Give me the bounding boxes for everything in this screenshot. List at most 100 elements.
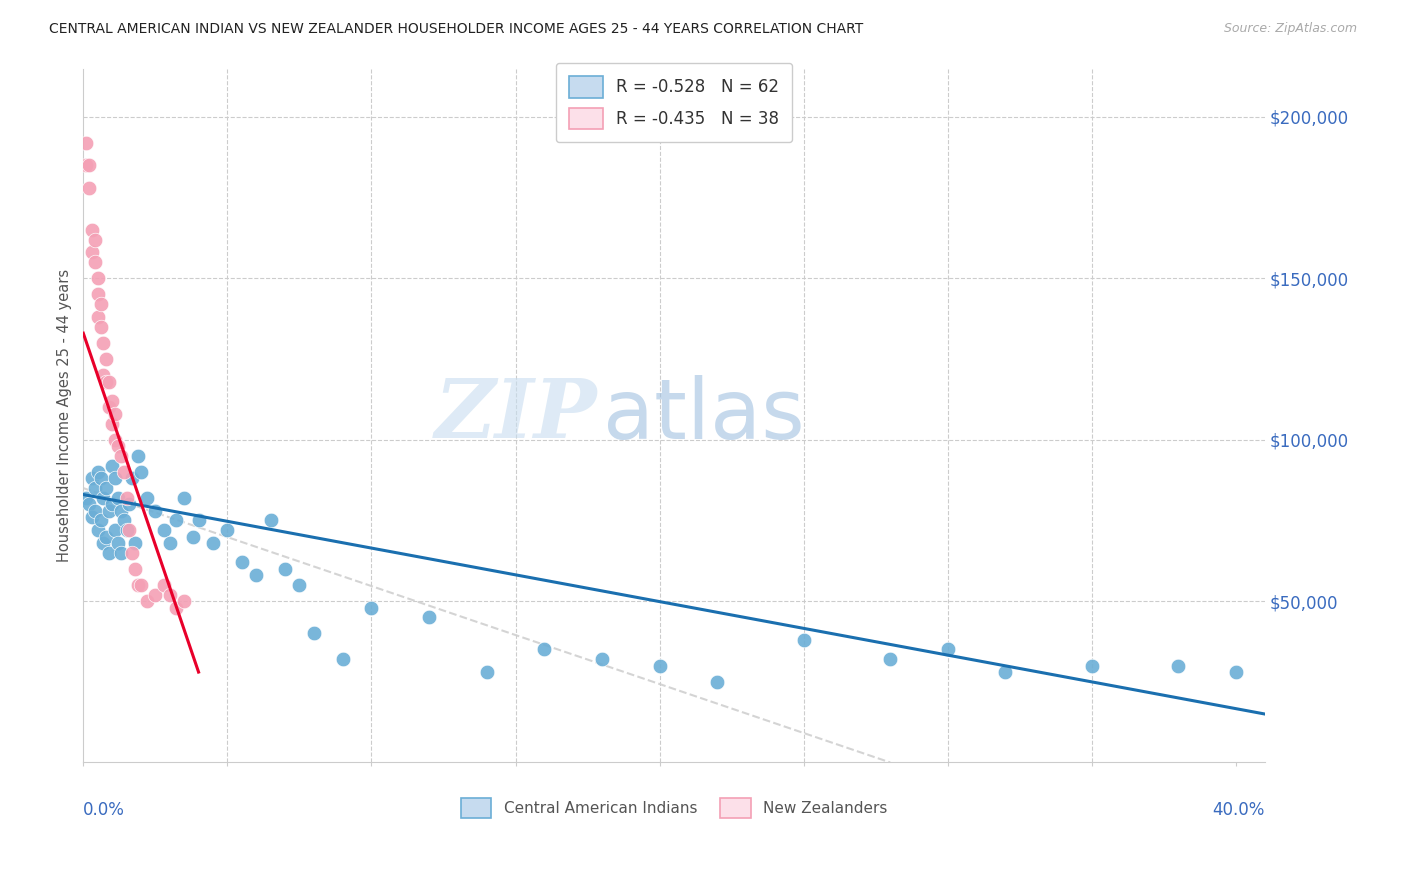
Point (93, 491, 115, 505)
Text: CENTRAL AMERICAN INDIAN VS NEW ZEALANDER HOUSEHOLDER INCOME AGES 25 - 44 YEARS C: CENTRAL AMERICAN INDIAN VS NEW ZEALANDER… (49, 22, 863, 37)
Point (121, 546, 143, 560)
Point (124, 536, 146, 550)
Point (93, 368, 115, 383)
Point (302, 626, 325, 640)
Point (165, 513, 187, 527)
Point (90, 513, 112, 527)
Point (418, 610, 440, 624)
Point (360, 600, 382, 615)
Point (115, 491, 138, 505)
Point (173, 491, 195, 505)
Point (104, 433, 127, 447)
Point (90, 471, 112, 485)
Point (706, 674, 728, 689)
Point (83, 255, 105, 269)
Point (173, 594, 195, 608)
Point (86, 523, 108, 537)
Point (98, 546, 121, 560)
Point (98, 401, 121, 415)
Point (159, 536, 181, 550)
Point (77, 497, 100, 511)
Point (118, 523, 141, 537)
Legend: Central American Indians, New Zealanders: Central American Indians, New Zealanders (454, 792, 893, 824)
Point (80, 471, 103, 485)
Y-axis label: Householder Income Ages 25 - 44 years: Householder Income Ages 25 - 44 years (58, 268, 72, 562)
Text: ZIP: ZIP (434, 376, 598, 456)
Point (110, 504, 132, 518)
Point (75, 158, 97, 172)
Point (165, 600, 187, 615)
Text: 0.0%: 0.0% (83, 801, 125, 819)
Point (1225, 665, 1247, 679)
Point (475, 665, 498, 679)
Point (83, 233, 105, 247)
Point (245, 568, 267, 582)
Point (288, 578, 311, 592)
Point (75, 491, 97, 505)
Point (77, 158, 100, 172)
Point (153, 523, 176, 537)
Point (96, 481, 118, 495)
Point (259, 513, 281, 527)
Point (591, 652, 613, 666)
Point (96, 529, 118, 543)
Point (96, 351, 118, 366)
Point (104, 471, 127, 485)
Point (274, 562, 297, 576)
Point (135, 594, 157, 608)
Point (127, 578, 149, 592)
Point (118, 497, 141, 511)
Point (96, 375, 118, 389)
Point (101, 458, 124, 473)
Point (143, 588, 166, 602)
Point (648, 658, 671, 673)
Point (936, 642, 959, 657)
Point (98, 375, 121, 389)
Point (159, 588, 181, 602)
Text: 40.0%: 40.0% (1212, 801, 1265, 819)
Point (201, 536, 224, 550)
Point (115, 523, 138, 537)
Point (98, 504, 121, 518)
Point (75, 136, 97, 150)
Text: Source: ZipAtlas.com: Source: ZipAtlas.com (1223, 22, 1357, 36)
Point (129, 578, 152, 592)
Point (104, 523, 127, 537)
Point (112, 513, 135, 527)
Point (994, 665, 1017, 679)
Point (83, 504, 105, 518)
Point (101, 417, 124, 431)
Point (90, 297, 112, 311)
Point (101, 497, 124, 511)
Point (80, 245, 103, 260)
Point (86, 287, 108, 301)
Point (124, 562, 146, 576)
Point (110, 449, 132, 463)
Point (129, 465, 152, 479)
Point (86, 465, 108, 479)
Point (83, 481, 105, 495)
Point (104, 407, 127, 421)
Point (93, 536, 115, 550)
Point (80, 223, 103, 237)
Text: atlas: atlas (603, 375, 804, 456)
Point (332, 652, 354, 666)
Point (533, 642, 555, 657)
Point (107, 439, 129, 453)
Point (1081, 658, 1104, 673)
Point (231, 555, 253, 569)
Point (143, 504, 166, 518)
Point (217, 523, 239, 537)
Point (101, 393, 124, 408)
Point (187, 513, 209, 527)
Point (90, 319, 112, 334)
Point (107, 491, 129, 505)
Point (121, 471, 143, 485)
Point (181, 529, 204, 543)
Point (80, 510, 103, 524)
Point (110, 546, 132, 560)
Point (93, 335, 115, 350)
Point (86, 310, 108, 324)
Point (153, 578, 176, 592)
Point (127, 449, 149, 463)
